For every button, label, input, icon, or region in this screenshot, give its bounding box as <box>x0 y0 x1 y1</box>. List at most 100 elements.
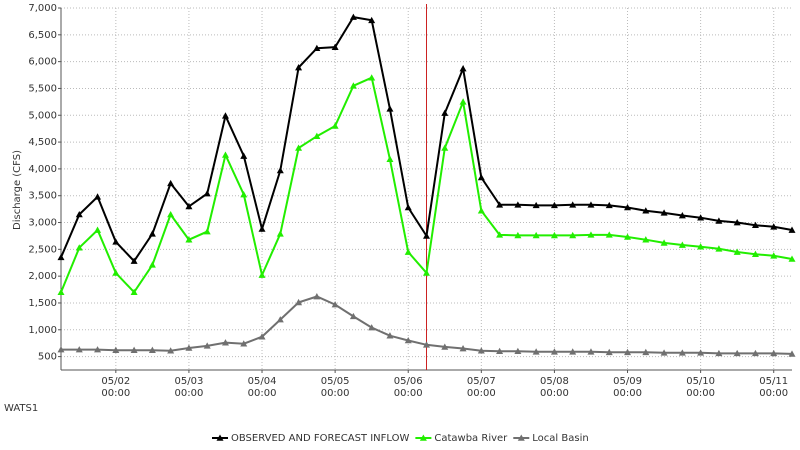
marker <box>130 288 138 296</box>
marker <box>569 348 577 355</box>
x-tick-label: 05/09 <box>613 376 642 387</box>
legend-label: Catawba River <box>434 433 508 444</box>
y-tick-label: 3,000 <box>28 218 57 229</box>
marker <box>276 230 284 237</box>
marker <box>477 207 485 214</box>
marker <box>459 65 467 72</box>
x-tick-label: 00:00 <box>540 388 569 399</box>
marker <box>130 346 138 353</box>
marker <box>642 236 650 243</box>
marker <box>605 348 613 356</box>
marker <box>496 347 504 355</box>
legend-marker <box>517 434 525 441</box>
marker <box>331 43 339 50</box>
x-tick-label: 00:00 <box>394 388 423 399</box>
y-tick-label: 2,500 <box>28 244 57 255</box>
y-tick-label: 4,000 <box>28 164 57 175</box>
marker <box>788 350 796 357</box>
marker <box>532 231 540 239</box>
marker <box>441 109 449 116</box>
marker <box>751 250 759 257</box>
x-tick-label: 05/11 <box>759 376 788 387</box>
x-tick-label: 05/10 <box>686 376 715 387</box>
marker <box>386 155 394 163</box>
y-tick-label: 3,500 <box>28 191 57 202</box>
marker <box>514 201 522 208</box>
marker <box>697 349 705 356</box>
legend-marker <box>419 434 427 441</box>
y-tick-label: 1,500 <box>28 298 57 309</box>
x-tick-label: 00:00 <box>321 388 350 399</box>
marker <box>57 253 65 261</box>
marker <box>624 204 632 211</box>
marker <box>587 201 595 208</box>
marker <box>221 112 229 119</box>
marker <box>715 349 723 357</box>
marker <box>148 346 156 353</box>
x-tick-label: 00:00 <box>613 388 642 399</box>
y-tick-label: 5,500 <box>28 83 57 94</box>
marker <box>605 201 613 209</box>
marker <box>349 13 357 20</box>
y-tick-label: 4,500 <box>28 137 57 148</box>
x-tick-label: 00:00 <box>759 388 788 399</box>
x-tick-label: 00:00 <box>248 388 277 399</box>
marker <box>477 173 485 181</box>
y-tick-label: 5,000 <box>28 110 57 121</box>
marker <box>94 193 102 200</box>
x-tick-label: 00:00 <box>467 388 496 399</box>
marker <box>112 238 120 245</box>
marker <box>112 269 120 276</box>
marker <box>751 349 759 357</box>
marker <box>313 132 321 139</box>
marker <box>167 210 175 218</box>
marker <box>349 82 357 89</box>
marker <box>295 298 303 306</box>
marker <box>459 98 467 105</box>
marker <box>642 207 650 214</box>
marker <box>587 231 595 238</box>
marker <box>404 337 412 344</box>
marker <box>642 348 650 356</box>
marker <box>240 340 248 347</box>
marker <box>185 344 193 351</box>
x-tick-label: 00:00 <box>175 388 204 399</box>
marker <box>532 201 540 209</box>
marker <box>313 293 321 300</box>
marker <box>368 324 376 331</box>
marker <box>569 201 577 208</box>
marker <box>404 248 412 255</box>
marker <box>221 339 229 346</box>
marker <box>770 349 778 357</box>
marker <box>368 16 376 24</box>
marker <box>295 144 303 151</box>
y-axis-label: Discharge (CFS) <box>12 150 23 230</box>
legend-label: Local Basin <box>532 433 588 444</box>
marker <box>441 343 449 350</box>
marker <box>770 223 778 230</box>
marker <box>148 230 156 237</box>
marker <box>258 333 266 340</box>
marker <box>295 64 303 71</box>
marker <box>624 348 632 356</box>
marker <box>276 166 284 174</box>
marker <box>715 217 723 224</box>
y-tick-label: 7,000 <box>28 3 57 14</box>
x-tick-label: 05/07 <box>467 376 496 387</box>
marker <box>697 214 705 221</box>
marker <box>112 346 120 353</box>
y-tick-label: 6,000 <box>28 57 57 68</box>
marker <box>496 231 504 238</box>
marker <box>57 288 65 296</box>
marker <box>587 348 595 355</box>
x-tick-label: 05/05 <box>321 376 350 387</box>
marker <box>569 231 577 239</box>
legend: OBSERVED AND FORECAST INFLOW Catawba Rive… <box>212 433 589 444</box>
marker <box>514 231 522 239</box>
marker <box>441 144 449 151</box>
marker <box>660 239 668 246</box>
marker <box>167 347 175 354</box>
marker <box>788 226 796 233</box>
marker <box>733 349 741 357</box>
